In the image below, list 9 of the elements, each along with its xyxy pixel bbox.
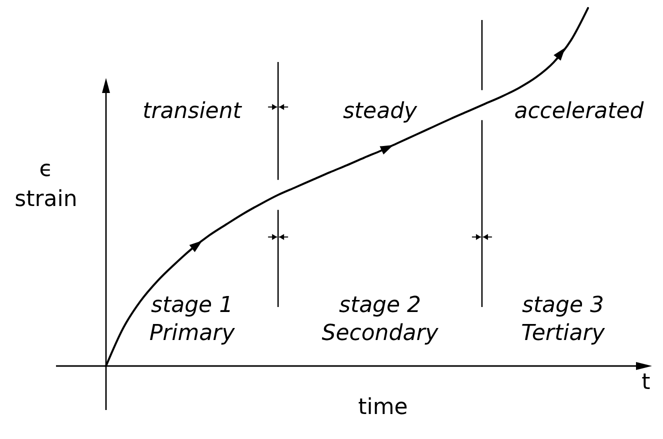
annotation: transient — [142, 99, 243, 124]
annotation: accelerated — [514, 99, 645, 124]
text: t — [642, 370, 651, 395]
annotation: steady — [342, 99, 418, 124]
x-axis-title: time — [358, 395, 408, 420]
y-axis-title: ϵ strain — [14, 157, 78, 212]
annotation: stage 2 Secondary — [322, 293, 440, 346]
annotation: stage 1 Primary — [149, 293, 236, 346]
annotation: stage 3 Tertiary — [521, 293, 606, 346]
